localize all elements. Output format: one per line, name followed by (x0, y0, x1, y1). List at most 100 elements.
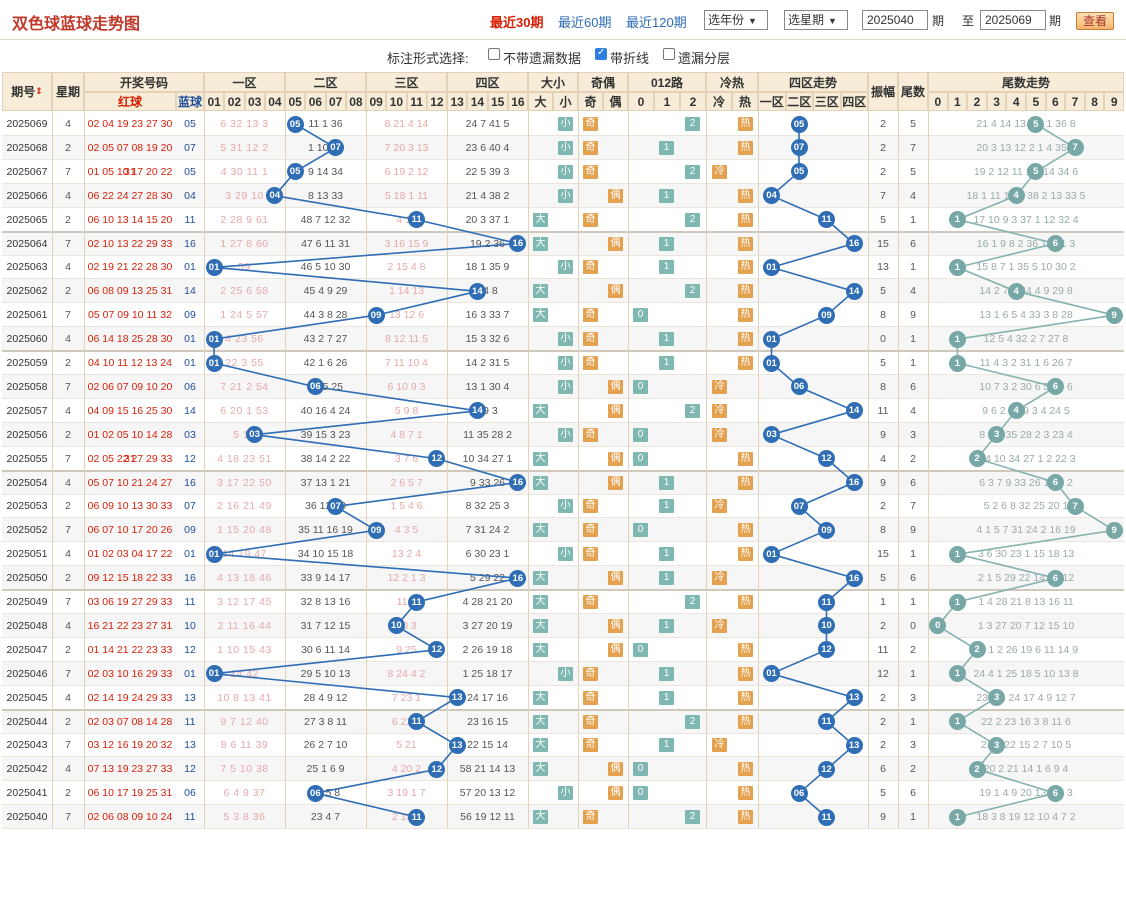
issue-cell: 2025053 (6, 500, 48, 513)
table-row: 2025063 4 02 19 21 22 28 30 01 59 46 5 10 30 2… (2, 255, 1124, 280)
zone1-miss: 9 7 12 40 (220, 715, 269, 728)
group-separator (2, 589, 1124, 591)
tail-cell: 6 (910, 787, 916, 800)
column-divider (84, 72, 85, 829)
red-balls-cell: 02 03 10 16 29 33 (87, 667, 173, 680)
zone4-values: 23 16 15 (467, 715, 508, 728)
tail-trend-marker: 6 (1046, 235, 1064, 252)
tail-cell: 7 (910, 141, 916, 154)
tail-cell: 0 (910, 619, 916, 632)
zone-trend-marker: 11 (818, 808, 835, 826)
red-balls-cell: 04 09 15 16 25 30 (87, 404, 173, 417)
tail-trend-marker: 1 (948, 593, 966, 611)
tail-trend-marker: 3 (988, 426, 1006, 444)
parity-odd-chip: 奇 (583, 164, 598, 179)
amplitude-cell: 2 (880, 165, 886, 178)
route-chip: 1 (659, 260, 674, 275)
to-issue-input[interactable]: 2025069 (980, 10, 1046, 30)
red-balls-cell: 02 05 07 08 19 20 31 (87, 141, 173, 178)
amplitude-cell: 9 (880, 476, 886, 489)
red-balls-cell: 05 07 10 21 24 27 (87, 476, 173, 489)
issue-cell: 2025055 (6, 452, 48, 465)
week-cell: 7 (65, 811, 71, 824)
year-select[interactable]: 选年份 ▼ (704, 10, 768, 30)
amplitude-cell: 2 (880, 141, 886, 154)
tail-trend-marker: 3 (988, 736, 1006, 754)
tail-trend-values: 22 2 23 16 3 8 11 6 (981, 715, 1071, 728)
size-big-chip: 大 (533, 690, 548, 705)
heat-hot-chip: 热 (738, 786, 753, 801)
heat-cold-chip: 冷 (712, 618, 727, 633)
zone2-values: 42 1 6 26 (303, 357, 348, 369)
tail-cell: 6 (910, 572, 916, 585)
view-button[interactable]: 查看 (1076, 12, 1114, 30)
week-cell: 4 (65, 189, 71, 202)
heat-cold-chip: 冷 (712, 499, 727, 514)
week-cell: 2 (65, 357, 71, 369)
size-big-chip: 大 (533, 642, 548, 657)
column-divider (868, 72, 869, 829)
blue-ball-cell: 01 (184, 548, 196, 561)
red-balls-cell: 03 06 19 27 29 33 (87, 596, 173, 608)
amplitude-cell: 8 (880, 309, 886, 322)
trend4-col-header: 三区 (813, 92, 841, 111)
blue-ball-cell: 12 (184, 763, 196, 776)
zone-trend-marker: 12 (818, 760, 835, 778)
nav-recent-120[interactable]: 最近120期 (626, 15, 687, 30)
week-cell: 2 (65, 500, 71, 513)
zone3-miss: 2 6 5 7 (390, 476, 423, 489)
nav-recent-60[interactable]: 最近60期 (558, 15, 612, 30)
week-select[interactable]: 选星期 ▼ (784, 10, 848, 30)
heat-hot-chip: 热 (738, 451, 753, 466)
amplitude-cell: 13 (877, 261, 889, 274)
parity-odd-chip: 奇 (583, 810, 598, 825)
checkbox-no-miss[interactable] (488, 48, 500, 60)
tail-cell: 1 (910, 548, 916, 561)
size-small-chip: 小 (558, 379, 573, 394)
amplitude-cell: 2 (880, 500, 886, 513)
checkbox-polyline[interactable] (595, 47, 607, 60)
route-chip: 0 (633, 523, 648, 538)
tail-cell: 9 (910, 309, 916, 322)
zone3-miss: 13 2 4 (391, 548, 422, 561)
checkbox-miss-layers[interactable] (663, 48, 675, 60)
zone-trend-marker: 06 (790, 784, 808, 802)
zone4-values: 56 19 12 11 (460, 811, 515, 824)
tail-trend-marker: 1 (948, 354, 966, 372)
route-2-header: 2 (680, 92, 706, 111)
blue-ball-marker: 09 (367, 521, 385, 539)
zone2-values: 33 9 14 17 (300, 572, 351, 585)
week-cell: 2 (65, 715, 71, 728)
zone-trend-marker: 12 (818, 641, 835, 659)
zone2-values: 46 5 10 30 (300, 261, 351, 274)
annotation-options: 标注形式选择: 不带遗漏数据 带折线 遗漏分层 (0, 44, 1126, 66)
amplitude-cell: 5 (880, 213, 886, 226)
blue-ball-marker: 01 (205, 354, 223, 372)
zone1-miss: 3 17 22 50 (217, 476, 272, 489)
zone2-values: 34 10 15 18 (297, 548, 354, 561)
tail-cell: 5 (910, 118, 916, 130)
zone1-miss: 10 8 13 41 (217, 691, 272, 704)
red-balls-cell: 02 10 13 22 29 33 (87, 237, 173, 250)
issue-cell: 2025067 (6, 165, 48, 178)
zone4-values: 10 34 27 1 (462, 452, 513, 465)
from-issue-input[interactable]: 2025040 (862, 10, 928, 30)
red-balls-cell: 01 02 03 04 17 22 (87, 548, 173, 561)
heat-cold-chip: 冷 (712, 427, 727, 442)
heat-hot-chip: 热 (738, 547, 753, 562)
blue-ball-marker: 01 (205, 330, 223, 348)
zone-trend-line (768, 124, 857, 818)
heat-hot-chip: 热 (738, 690, 753, 705)
zone4-values: 22 15 14 (467, 739, 508, 752)
week-cell: 7 (65, 739, 71, 752)
zone-trend-marker: 16 (845, 474, 863, 491)
tail-trend-marker: 1 (948, 665, 966, 683)
zone3-miss: 7 20 3 13 (384, 141, 429, 154)
nav-recent-30[interactable]: 最近30期 (490, 15, 544, 30)
tail-col-header: 5 (1026, 92, 1046, 111)
table-row: 2025051 4 01 02 03 04 17 22 01 14 19 47 34 10… (2, 542, 1124, 567)
tail-trend-values: 9 6 2 1 29 3 4 24 5 (982, 404, 1070, 417)
tail-trend-values: 4 1 5 7 31 24 2 16 19 (976, 524, 1076, 537)
tail-cell: 4 (910, 189, 916, 202)
zone-trend-marker: 16 (845, 235, 863, 252)
